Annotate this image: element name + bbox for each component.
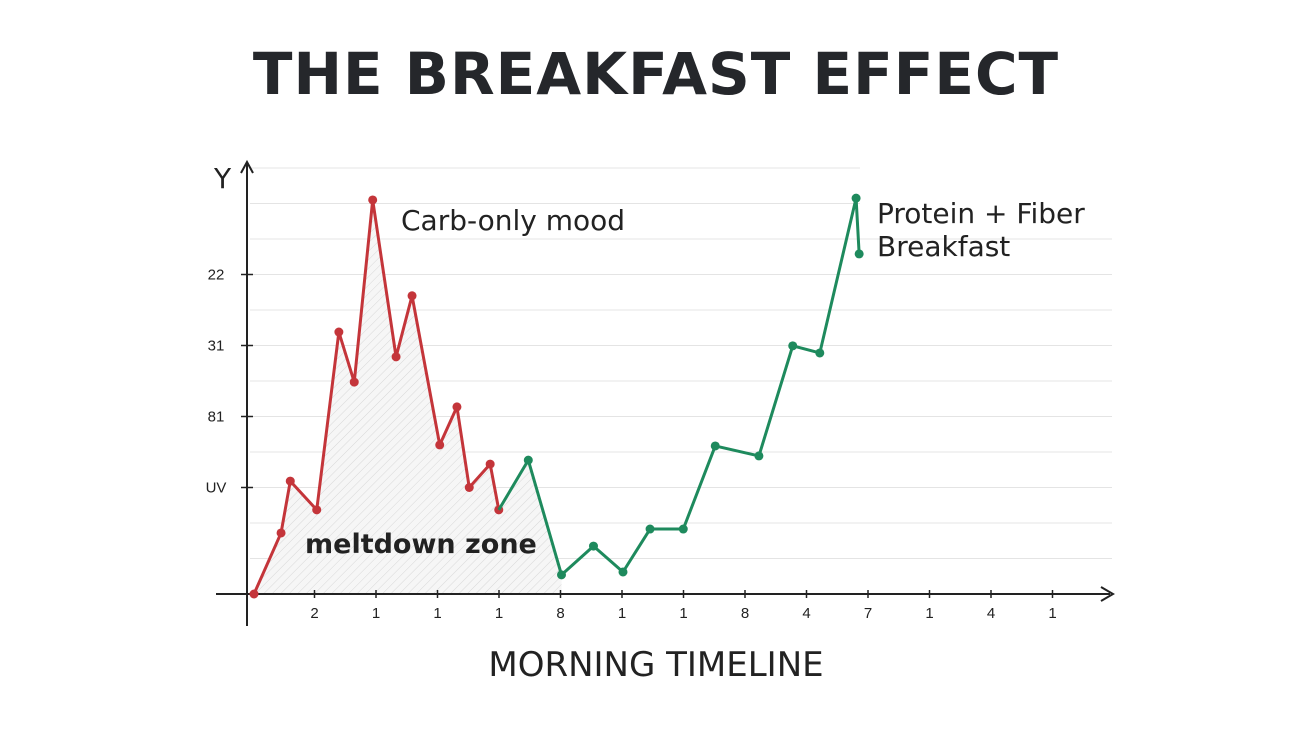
x-tick-label: 1 [618,605,626,622]
protein-fiber-point [618,567,628,577]
y-axis-label: Y [213,162,232,195]
carb-only-point [276,528,286,538]
y-tick-label: 22 [208,267,225,284]
x-tick-label: 1 [495,605,503,622]
axes [216,159,1115,626]
x-tick-label: 1 [372,605,380,622]
protein-fiber-line [497,196,861,577]
y-axis-arrow-icon [240,159,254,174]
x-tick-label: 1 [1048,605,1056,622]
annotation-protein-fiber-line2: Breakfast [877,230,1010,263]
series-lines [249,193,864,599]
carb-only-point [391,352,401,362]
x-tick-label: 4 [802,605,810,622]
protein-fiber-point [854,249,864,259]
carb-only-point [452,402,462,412]
protein-fiber-point [557,570,566,580]
x-tick-label: 7 [864,605,872,622]
protein-fiber-point [754,451,764,461]
protein-fiber-point [710,441,720,451]
protein-fiber-point [523,455,533,465]
carb-only-point [435,440,445,450]
carb-only-point [368,195,378,205]
x-tick-label: 1 [925,605,933,622]
x-axis-arrow-icon [1100,586,1115,602]
meltdown-zone-area [254,199,562,594]
x-tick-label: 2 [310,605,318,622]
carb-only-point [285,476,295,486]
x-axis-label: MORNING TIMELINE [488,645,824,685]
y-tick-label: 81 [208,409,225,426]
x-tick-label: 1 [433,605,441,622]
y-tick-label: UV [206,480,227,497]
protein-fiber-point [815,348,825,358]
chart-title: THE BREAKFAST EFFECT [252,40,1060,108]
annotation-carb-only-mood: Carb-only mood [401,204,625,237]
protein-fiber-point [788,341,798,351]
carb-only-point [464,483,474,492]
x-tick-label: 4 [987,605,995,622]
protein-fiber-point [851,193,861,203]
carb-only-point [312,505,322,515]
carb-only-point [349,377,359,387]
carb-only-line [252,198,501,595]
carb-only-point [334,327,344,337]
annotation-meltdown-zone: meltdown zone [305,529,537,560]
x-tick-label: 8 [556,605,564,622]
protein-fiber-point [588,541,598,551]
carb-only-point [407,291,417,301]
y-tick-label: 31 [208,338,225,355]
x-tick-label: 1 [679,605,687,622]
x-tick-label: 8 [741,605,749,622]
protein-fiber-point [645,524,655,534]
annotation-protein-fiber-line1: Protein + Fiber [877,197,1085,230]
carb-only-point [485,459,495,469]
protein-fiber-point [678,524,688,534]
carb-only-point [249,589,259,599]
